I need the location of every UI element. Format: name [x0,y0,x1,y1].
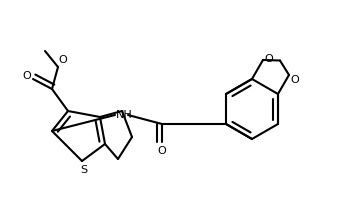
Text: O: O [59,55,68,65]
Text: NH: NH [116,109,133,119]
Text: O: O [158,145,166,155]
Text: S: S [80,164,88,174]
Text: O: O [290,75,299,84]
Text: O: O [23,71,32,81]
Text: O: O [265,54,273,64]
